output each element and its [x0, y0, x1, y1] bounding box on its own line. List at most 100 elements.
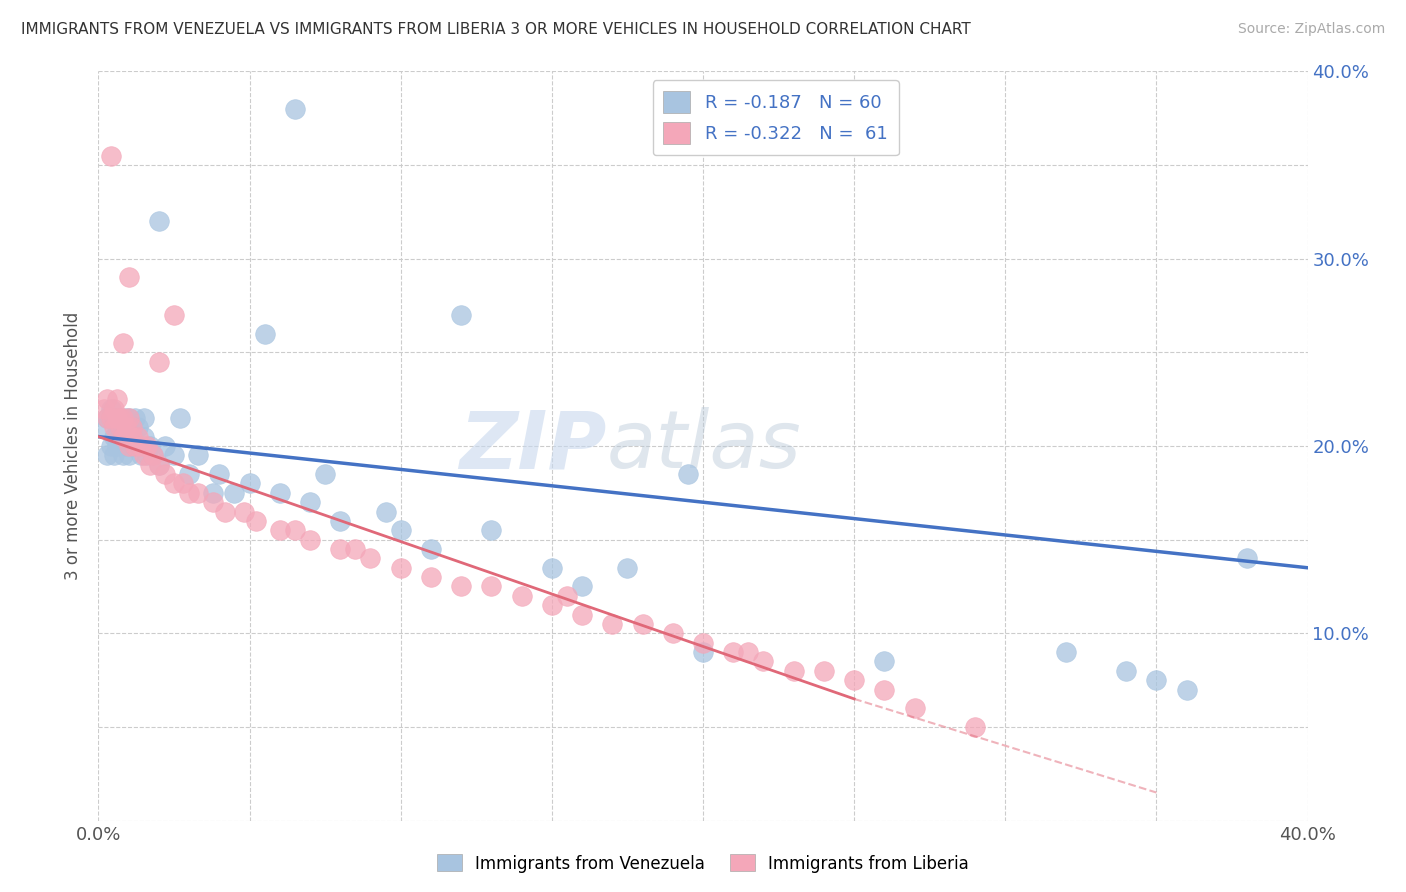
- Point: [692, 645, 714, 659]
- Point: [163, 476, 186, 491]
- Point: [148, 458, 170, 472]
- Point: [540, 599, 562, 613]
- Point: [284, 102, 307, 116]
- Point: [142, 449, 165, 463]
- Point: [129, 439, 152, 453]
- Point: [813, 664, 835, 678]
- Point: [111, 336, 134, 351]
- Point: [329, 514, 352, 528]
- Point: [245, 514, 267, 528]
- Point: [676, 467, 699, 482]
- Point: [118, 439, 141, 453]
- Point: [127, 420, 149, 434]
- Text: ZIP: ZIP: [458, 407, 606, 485]
- Point: [93, 420, 115, 434]
- Point: [844, 673, 866, 688]
- Point: [344, 542, 367, 557]
- Point: [616, 561, 638, 575]
- Point: [124, 439, 146, 453]
- Point: [239, 476, 262, 491]
- Point: [111, 411, 134, 425]
- Point: [873, 682, 896, 697]
- Point: [118, 411, 141, 425]
- Point: [118, 430, 141, 444]
- Point: [179, 486, 201, 500]
- Point: [232, 505, 254, 519]
- Point: [114, 411, 136, 425]
- Point: [450, 580, 472, 594]
- Point: [284, 524, 307, 538]
- Text: Source: ZipAtlas.com: Source: ZipAtlas.com: [1237, 22, 1385, 37]
- Point: [108, 430, 131, 444]
- Point: [129, 449, 152, 463]
- Point: [100, 149, 122, 163]
- Point: [450, 308, 472, 322]
- Point: [103, 411, 125, 425]
- Point: [253, 326, 276, 341]
- Point: [269, 486, 291, 500]
- Point: [965, 720, 987, 734]
- Point: [103, 420, 125, 434]
- Point: [100, 401, 122, 416]
- Point: [139, 439, 162, 453]
- Legend: R = -0.187   N = 60, R = -0.322   N =  61: R = -0.187 N = 60, R = -0.322 N = 61: [652, 80, 898, 155]
- Point: [103, 430, 125, 444]
- Point: [374, 505, 396, 519]
- Point: [121, 420, 143, 434]
- Point: [103, 401, 125, 416]
- Point: [571, 607, 593, 622]
- Point: [127, 439, 149, 453]
- Point: [142, 449, 165, 463]
- Point: [179, 467, 201, 482]
- Point: [269, 524, 291, 538]
- Point: [124, 411, 146, 425]
- Point: [571, 580, 593, 594]
- Point: [96, 411, 118, 425]
- Point: [389, 561, 412, 575]
- Point: [100, 439, 122, 453]
- Y-axis label: 3 or more Vehicles in Household: 3 or more Vehicles in Household: [65, 312, 83, 580]
- Point: [135, 449, 157, 463]
- Point: [96, 449, 118, 463]
- Point: [135, 439, 157, 453]
- Point: [111, 430, 134, 444]
- Point: [96, 392, 118, 407]
- Point: [163, 449, 186, 463]
- Point: [148, 458, 170, 472]
- Point: [214, 505, 236, 519]
- Point: [139, 458, 162, 472]
- Point: [127, 430, 149, 444]
- Point: [132, 411, 155, 425]
- Point: [737, 645, 759, 659]
- Point: [169, 411, 191, 425]
- Point: [121, 420, 143, 434]
- Point: [752, 655, 775, 669]
- Point: [602, 617, 624, 632]
- Point: [100, 411, 122, 425]
- Point: [1144, 673, 1167, 688]
- Point: [314, 467, 336, 482]
- Point: [108, 411, 131, 425]
- Point: [420, 570, 443, 584]
- Point: [103, 449, 125, 463]
- Point: [148, 355, 170, 369]
- Point: [118, 449, 141, 463]
- Point: [111, 449, 134, 463]
- Point: [114, 439, 136, 453]
- Point: [481, 524, 503, 538]
- Point: [873, 655, 896, 669]
- Point: [187, 486, 209, 500]
- Point: [202, 486, 225, 500]
- Point: [1236, 551, 1258, 566]
- Point: [118, 411, 141, 425]
- Point: [105, 439, 128, 453]
- Point: [96, 411, 118, 425]
- Legend: Immigrants from Venezuela, Immigrants from Liberia: Immigrants from Venezuela, Immigrants fr…: [430, 847, 976, 880]
- Point: [187, 449, 209, 463]
- Point: [202, 495, 225, 509]
- Point: [224, 486, 246, 500]
- Point: [540, 561, 562, 575]
- Point: [105, 411, 128, 425]
- Point: [111, 420, 134, 434]
- Point: [163, 308, 186, 322]
